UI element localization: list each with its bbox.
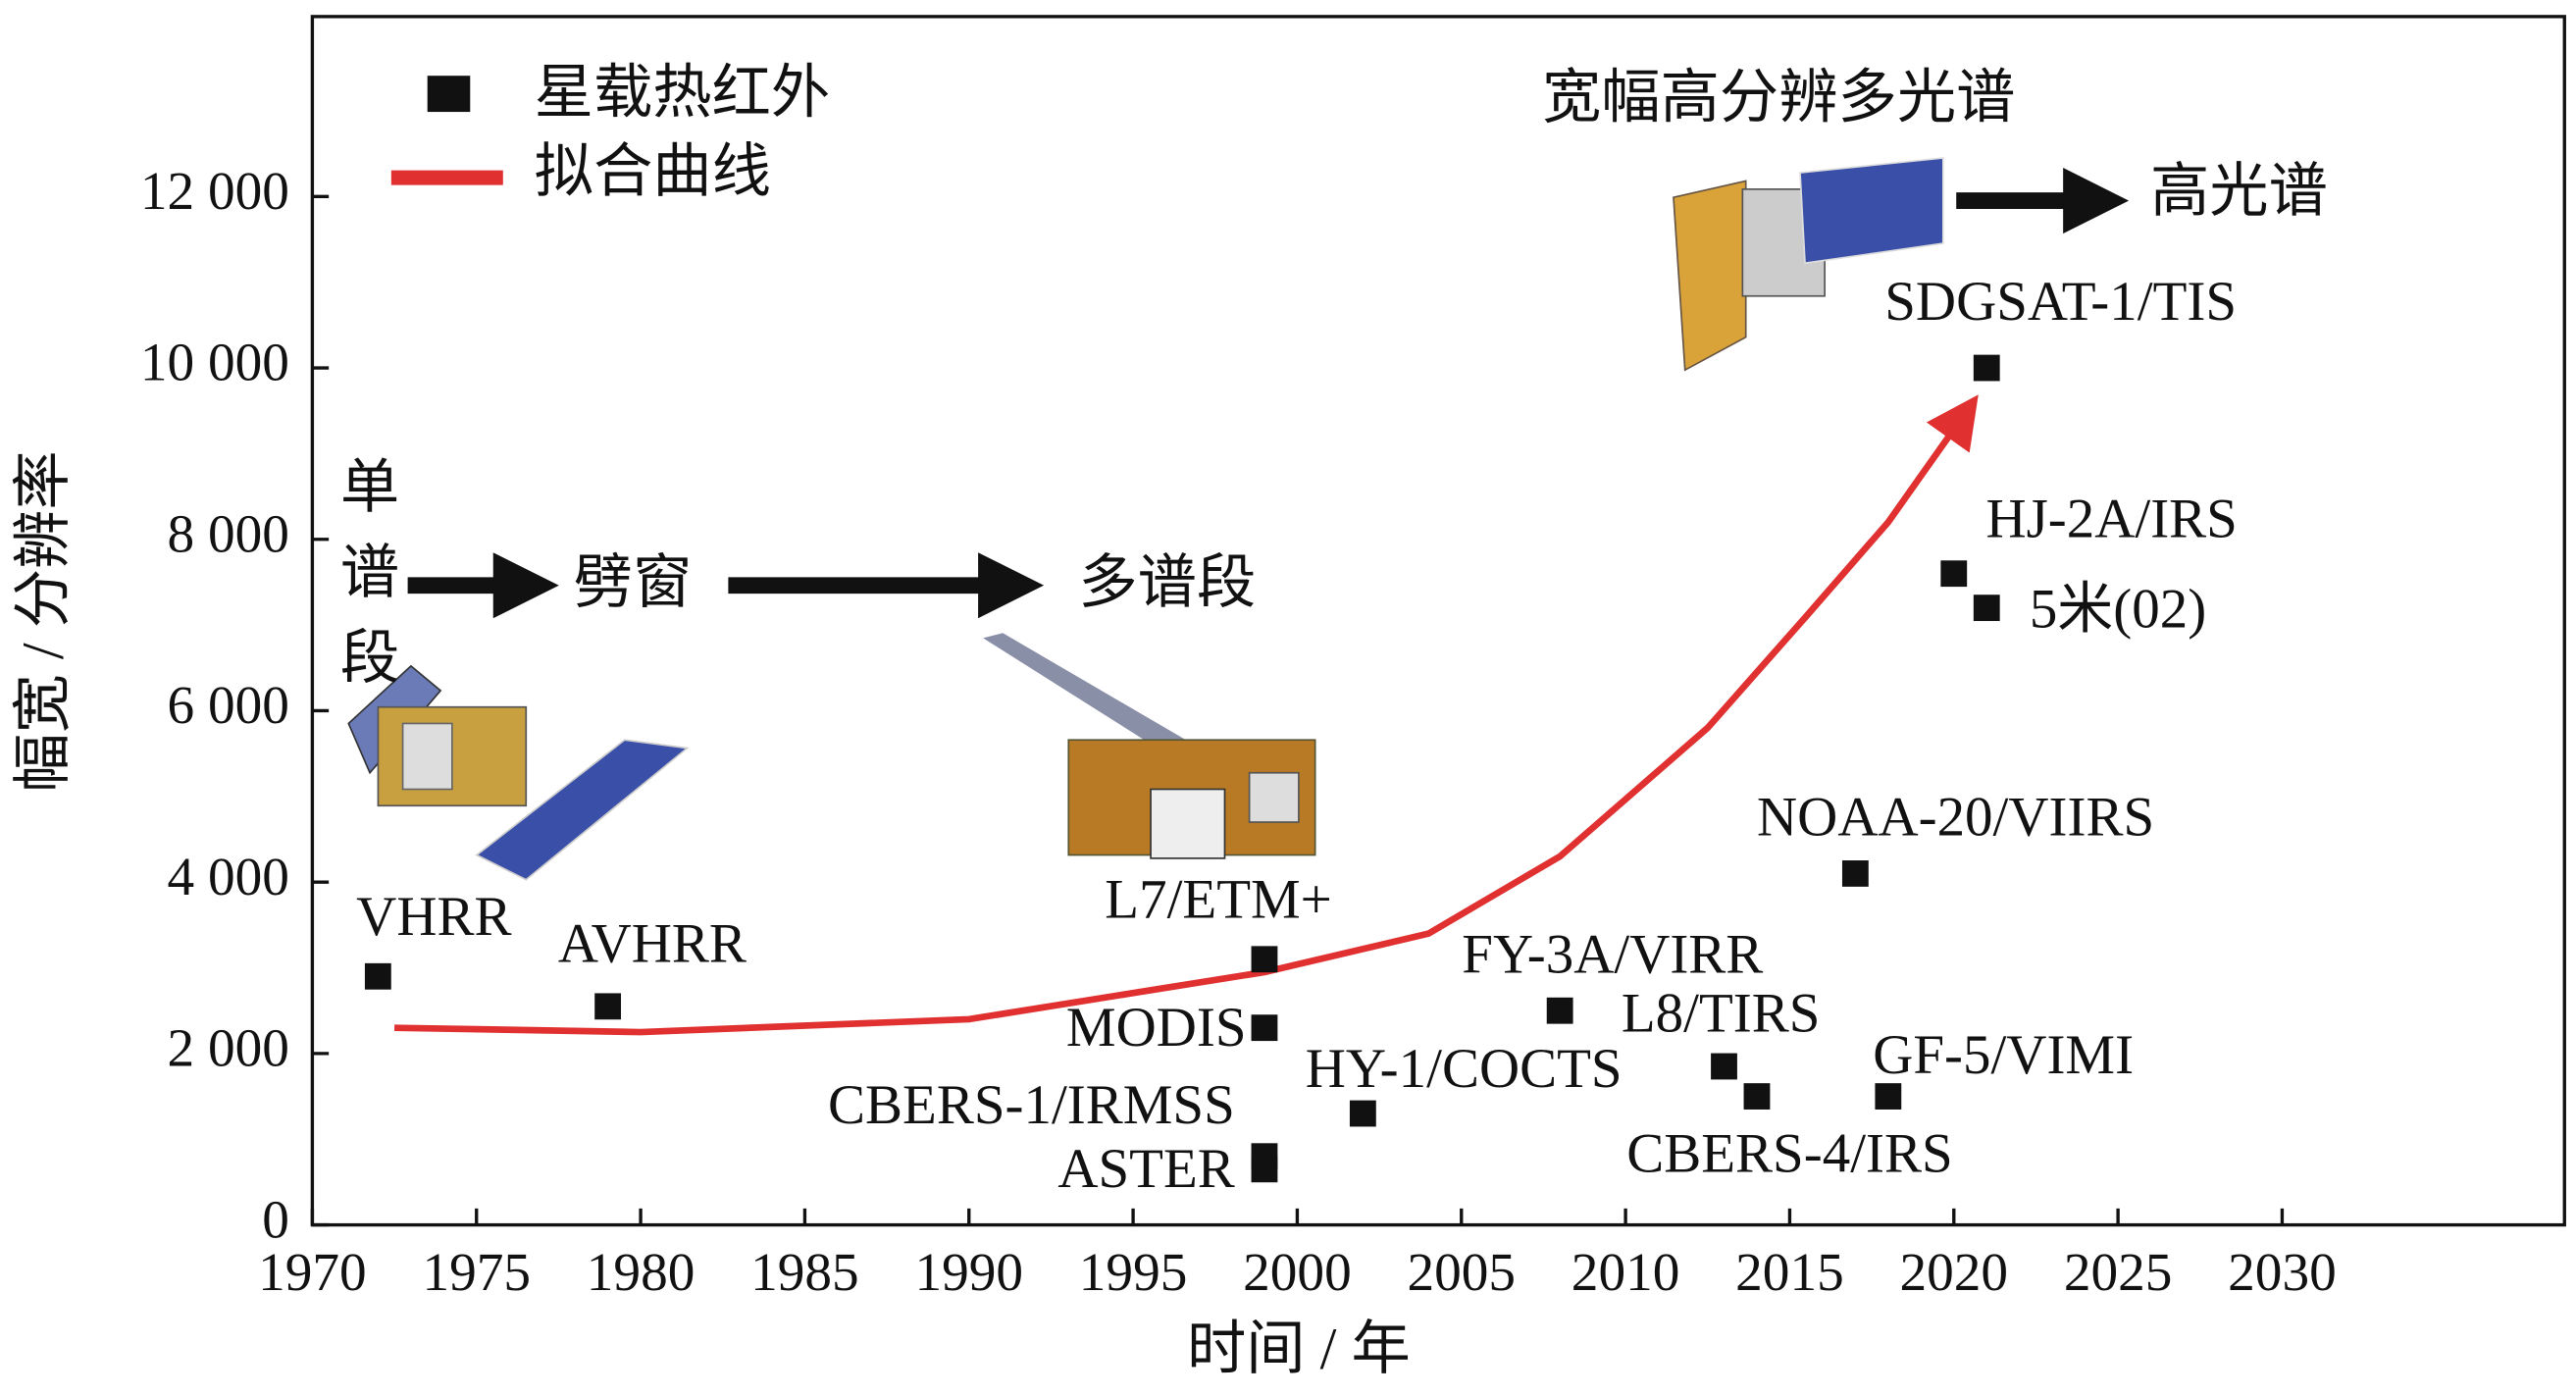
- annotation: 劈窗: [574, 550, 693, 616]
- data-point: [1940, 560, 1968, 588]
- data-point: [364, 962, 391, 990]
- annotation: 宽幅高分辨多光谱: [1542, 66, 2016, 131]
- x-tick-label: 2030: [2228, 1242, 2337, 1302]
- point-label: NOAA-20/VIIRS: [1757, 787, 2154, 849]
- point-label: AVHRR: [558, 912, 747, 974]
- y-tick-label: 12 000: [140, 161, 289, 221]
- data-point: [1743, 1083, 1771, 1110]
- point-label: FY-3A/VIRR: [1462, 923, 1763, 985]
- point-label: VHRR: [356, 886, 511, 948]
- satellite-illustration: [983, 633, 1316, 859]
- point-label: SDGSAT-1/TIS: [1884, 271, 2237, 333]
- y-tick-label: 8 000: [168, 503, 289, 563]
- satellite-illustration: [1673, 157, 1944, 372]
- data-point: [1841, 860, 1869, 887]
- legend-swatch: [427, 76, 471, 113]
- data-point: [1251, 1156, 1278, 1183]
- point-label: CBERS-1/IRMSS: [828, 1074, 1235, 1136]
- y-axis-title: 幅宽 / 分辨率: [11, 450, 77, 792]
- x-tick-label: 2000: [1243, 1242, 1352, 1302]
- point-label: L7/ETM+: [1105, 869, 1332, 931]
- y-tick-label: 4 000: [168, 847, 289, 906]
- annotation: 单谱段: [340, 455, 399, 692]
- x-tick-label: 2010: [1571, 1242, 1680, 1302]
- y-tick-label: 10 000: [140, 333, 289, 392]
- annotation: 高光谱: [2150, 159, 2328, 225]
- point-label: GF-5/VIMI: [1873, 1024, 2134, 1086]
- x-tick-label: 2005: [1407, 1242, 1516, 1302]
- annotation: 多谱段: [1078, 550, 1256, 616]
- point-label: HJ-2A/IRS: [1985, 488, 2237, 549]
- y-tick-label: 2 000: [168, 1018, 289, 1078]
- x-tick-label: 1985: [750, 1242, 859, 1302]
- point-label: MODIS: [1066, 997, 1247, 1059]
- data-point: [1251, 1014, 1278, 1042]
- x-tick-label: 1980: [587, 1242, 696, 1302]
- point-label: HY-1/COCTS: [1306, 1038, 1623, 1100]
- y-tick-label: 0: [262, 1189, 289, 1249]
- legend-label: 星载热红外: [535, 61, 831, 127]
- x-tick-label: 2025: [2064, 1242, 2173, 1302]
- plot-frame: [310, 15, 2566, 1227]
- data-point: [1973, 354, 2000, 382]
- data-point: [1973, 595, 2000, 622]
- x-axis-title: 时间 / 年: [1187, 1317, 1411, 1382]
- y-tick-label: 6 000: [168, 675, 289, 735]
- x-tick-label: 1975: [422, 1242, 531, 1302]
- x-tick-label: 1970: [258, 1242, 367, 1302]
- x-tick-label: 1995: [1079, 1242, 1188, 1302]
- satellite-illustration: [347, 664, 690, 881]
- point-label: ASTER: [1057, 1138, 1234, 1200]
- point-label: 5米(02): [2030, 578, 2206, 640]
- x-tick-label: 2015: [1735, 1242, 1844, 1302]
- x-tick-label: 2020: [1899, 1242, 2008, 1302]
- fit-curve: [394, 394, 1979, 1036]
- point-label: CBERS-4/IRS: [1626, 1122, 1952, 1184]
- data-point: [1546, 997, 1573, 1024]
- legend-label: 拟合曲线: [535, 139, 771, 205]
- point-label: L8/TIRS: [1622, 982, 1821, 1044]
- data-point: [1711, 1053, 1737, 1080]
- data-point: [1875, 1083, 1902, 1110]
- data-point: [1349, 1100, 1376, 1127]
- data-point: [1251, 946, 1278, 973]
- data-point: [594, 993, 622, 1020]
- annotation-vertical: 单谱段: [340, 455, 399, 692]
- x-tick-label: 1990: [914, 1242, 1023, 1302]
